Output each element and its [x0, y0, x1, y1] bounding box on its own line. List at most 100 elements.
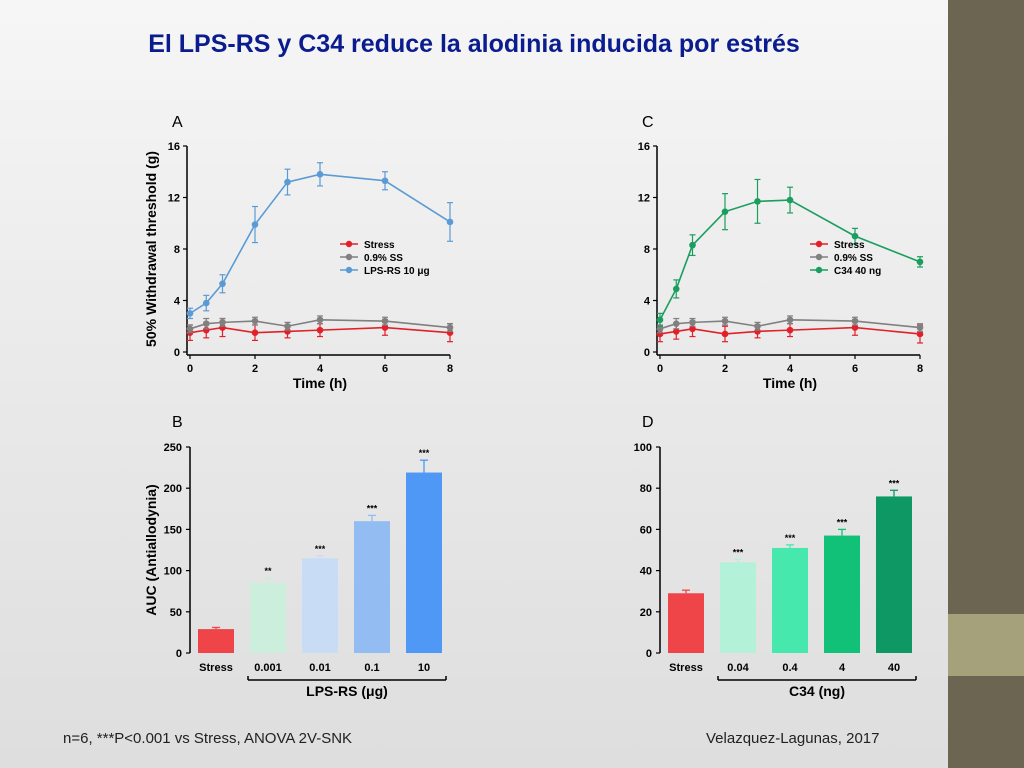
- y-tick-label: 80: [640, 483, 652, 495]
- y-tick-label: 0: [646, 648, 652, 660]
- legend-label: C34 40 ng: [834, 266, 881, 277]
- data-point: [689, 241, 696, 249]
- x-axis-title: Time (h): [763, 375, 817, 391]
- significance-label: ***: [419, 448, 430, 458]
- category-label: 0.04: [727, 662, 749, 674]
- data-point: [251, 329, 259, 336]
- x-axis-title: Time (h): [293, 375, 347, 391]
- legend-marker: [815, 266, 823, 274]
- data-point: [689, 319, 696, 326]
- data-point: [251, 221, 259, 228]
- data-point: [219, 280, 226, 288]
- data-point: [656, 316, 664, 324]
- chart-panel-b: B 0 50 100 150 200 250 AUC (Antiallodynia) Stres…: [143, 414, 447, 699]
- category-label: 0.1: [364, 662, 379, 674]
- data-point: [754, 322, 761, 330]
- data-point: [916, 324, 924, 331]
- data-point: [446, 218, 454, 226]
- y-tick-label: 40: [640, 566, 652, 578]
- chart-panel-d: D 0 20 40 60 80 100 Stress *** 0.04 *** 0.4 *** 4 *** 4…: [634, 414, 917, 699]
- footnote: n=6, ***P<0.001 vs Stress, ANOVA 2V-SNK: [63, 730, 353, 747]
- category-label: Stress: [669, 662, 703, 674]
- bar: [720, 562, 756, 653]
- data-point: [721, 208, 729, 215]
- data-point: [786, 326, 794, 334]
- y-tick-label: 20: [640, 607, 652, 619]
- bar: [824, 535, 860, 653]
- data-point: [721, 317, 729, 325]
- data-point: [754, 198, 761, 205]
- x-tick-label: 8: [917, 363, 923, 375]
- category-label: 40: [888, 662, 900, 674]
- legend-marker: [815, 240, 823, 248]
- data-point: [316, 326, 324, 334]
- bar: [668, 593, 704, 653]
- bar: [772, 547, 808, 653]
- significance-label: ***: [785, 533, 796, 543]
- legend-label: 0.9% SS: [834, 253, 873, 264]
- y-tick-label: 16: [168, 141, 180, 153]
- x-tick-label: 0: [187, 363, 193, 375]
- group-label: LPS-RS (μg): [306, 683, 388, 699]
- data-point: [202, 320, 210, 327]
- data-point: [851, 324, 859, 331]
- category-label: 0.001: [254, 662, 282, 674]
- bar: [354, 521, 390, 653]
- chart-panel-a: A 0 4 8 12 16 0 2 4 6 8 Time (h) 50% Withdrawal thre…: [143, 114, 454, 391]
- data-point: [446, 324, 454, 331]
- y-tick-label: 8: [174, 244, 180, 256]
- data-point: [381, 317, 389, 325]
- data-point: [251, 317, 259, 325]
- bar: [876, 496, 912, 653]
- y-tick-label: 12: [638, 193, 650, 205]
- series-line: [189, 173, 451, 315]
- panel-letter: B: [172, 414, 183, 431]
- significance-label: ***: [889, 478, 900, 488]
- chart-panel-c: C 0 4 8 12 16 0 2 4 6 8 Time (h) Stress 0.9% SS C34 40…: [638, 114, 924, 391]
- y-tick-label: 16: [638, 141, 650, 153]
- data-point: [916, 258, 924, 266]
- data-point: [284, 178, 291, 186]
- category-label: 4: [839, 662, 846, 674]
- data-point: [786, 316, 794, 324]
- data-point: [672, 328, 680, 335]
- category-label: 0.4: [782, 662, 798, 674]
- significance-label: ***: [367, 503, 378, 513]
- panel-letter: A: [172, 114, 183, 131]
- y-tick-label: 150: [164, 524, 182, 536]
- y-axis-title: AUC (Antiallodynia): [143, 484, 159, 615]
- group-label: C34 (ng): [789, 683, 845, 699]
- x-tick-label: 2: [252, 363, 258, 375]
- y-axis-title: 50% Withdrawal threshold (g): [143, 151, 159, 347]
- data-point: [689, 325, 696, 333]
- significance-label: ***: [733, 547, 744, 557]
- data-point: [202, 299, 210, 307]
- y-tick-label: 4: [174, 296, 181, 308]
- data-point: [316, 316, 324, 324]
- data-point: [672, 320, 680, 327]
- legend-label: LPS-RS 10 μg: [364, 266, 430, 277]
- data-point: [186, 310, 194, 317]
- significance-label: **: [264, 566, 272, 576]
- legend-marker: [345, 253, 353, 261]
- y-tick-label: 250: [164, 442, 182, 454]
- data-point: [656, 325, 664, 333]
- data-point: [381, 324, 389, 331]
- data-point: [672, 285, 680, 293]
- data-point: [786, 196, 794, 204]
- bar: [250, 582, 286, 653]
- panel-letter: C: [642, 114, 654, 131]
- y-tick-label: 0: [176, 648, 182, 660]
- y-tick-label: 60: [640, 524, 652, 536]
- bar: [302, 558, 338, 653]
- y-tick-label: 12: [168, 193, 180, 205]
- significance-label: ***: [837, 517, 848, 527]
- significance-label: ***: [315, 544, 326, 554]
- data-point: [219, 319, 226, 326]
- data-point: [721, 330, 729, 338]
- legend-marker: [345, 266, 353, 274]
- y-tick-label: 50: [170, 607, 182, 619]
- y-tick-label: 200: [164, 483, 182, 495]
- slide-title: El LPS-RS y C34 reduce la alodinia induc…: [148, 30, 800, 58]
- data-point: [381, 177, 389, 185]
